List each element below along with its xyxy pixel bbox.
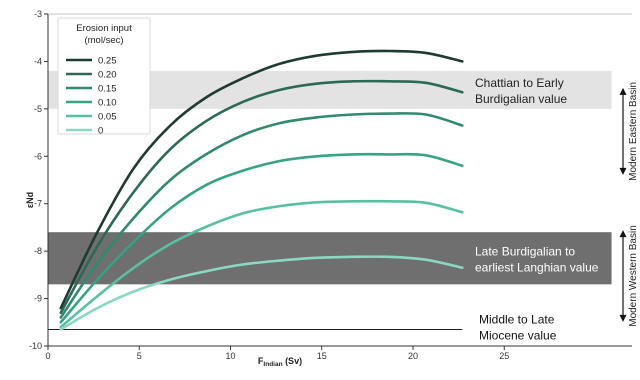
legend-label-3: 0.10 xyxy=(98,98,117,109)
y-tick-label: -3 xyxy=(34,9,42,19)
x-axis-title-main: F xyxy=(258,356,264,366)
series-line-5 xyxy=(59,255,464,331)
x-tick-label: 20 xyxy=(408,351,418,361)
y-tick-label: -4 xyxy=(34,56,42,66)
series-line-0 xyxy=(59,49,464,310)
legend-title-line1: Erosion input xyxy=(76,23,132,34)
series-layer xyxy=(59,49,464,331)
series-line-1 xyxy=(59,79,464,315)
range-arrowhead-top-0 xyxy=(619,87,627,95)
x-axis-title-unit: (Sv) xyxy=(283,356,303,366)
x-tick-label: 5 xyxy=(137,351,142,361)
legend-box xyxy=(57,17,151,135)
band-label-0-line2: Burdigalian value xyxy=(475,92,567,106)
annotations: Chattian to Early Burdigalian value Late B… xyxy=(475,76,599,343)
y-tick-label: -9 xyxy=(34,294,42,304)
range-arrowhead-bottom-1 xyxy=(619,314,627,322)
y-tick-label: -6 xyxy=(34,151,42,161)
range-arrowhead-top-1 xyxy=(619,230,627,238)
plot-frame xyxy=(47,13,632,347)
range-label-0: Modern Eastern Basin xyxy=(628,82,639,181)
legend-label-1: 0.20 xyxy=(98,70,117,81)
x-tick-label: 15 xyxy=(317,351,327,361)
y-tick-label: -10 xyxy=(29,341,42,351)
axis-ticks: -3-4-5-6-7-8-9-100 5 10 15 20 25 xyxy=(29,9,509,361)
range-indicators: Modern Eastern Basin Modern Western Basin xyxy=(619,82,639,327)
y-axis-title: εNd xyxy=(25,192,35,208)
band-label-1-line1: Late Burdigalian to xyxy=(475,244,575,258)
series-line-3 xyxy=(59,152,464,324)
series-line-2 xyxy=(59,112,464,319)
band-label-0-line1: Chattian to Early xyxy=(475,76,564,90)
range-arrowhead-bottom-0 xyxy=(619,167,627,175)
x-tick-label: 25 xyxy=(499,351,509,361)
legend: Erosion input(mol/sec) 0.25 0.20 0.15 0.10 0.… xyxy=(57,17,151,137)
band-label-1-line2: earliest Langhian value xyxy=(475,260,599,274)
range-label-1: Modern Western Basin xyxy=(628,225,639,327)
legend-label-4: 0.05 xyxy=(98,112,117,123)
x-axis-title-subscript: Indian xyxy=(263,361,282,368)
legend-title-line2: (mol/sec) xyxy=(84,35,123,46)
x-tick-label: 10 xyxy=(225,351,235,361)
series-line-4 xyxy=(59,199,464,329)
reference-label-line2: Miocene value xyxy=(479,328,557,342)
reference-label-line1: Middle to Late xyxy=(479,312,555,326)
y-tick-label: -8 xyxy=(34,246,42,256)
legend-label-0: 0.25 xyxy=(98,56,117,67)
x-tick-label: 0 xyxy=(45,351,50,361)
legend-label-5: 0 xyxy=(98,126,103,137)
legend-label-2: 0.15 xyxy=(98,84,117,95)
y-tick-label: -5 xyxy=(34,104,42,114)
x-axis-title: FIndian (Sv) xyxy=(258,356,302,368)
y-tick-label: -7 xyxy=(34,199,42,209)
